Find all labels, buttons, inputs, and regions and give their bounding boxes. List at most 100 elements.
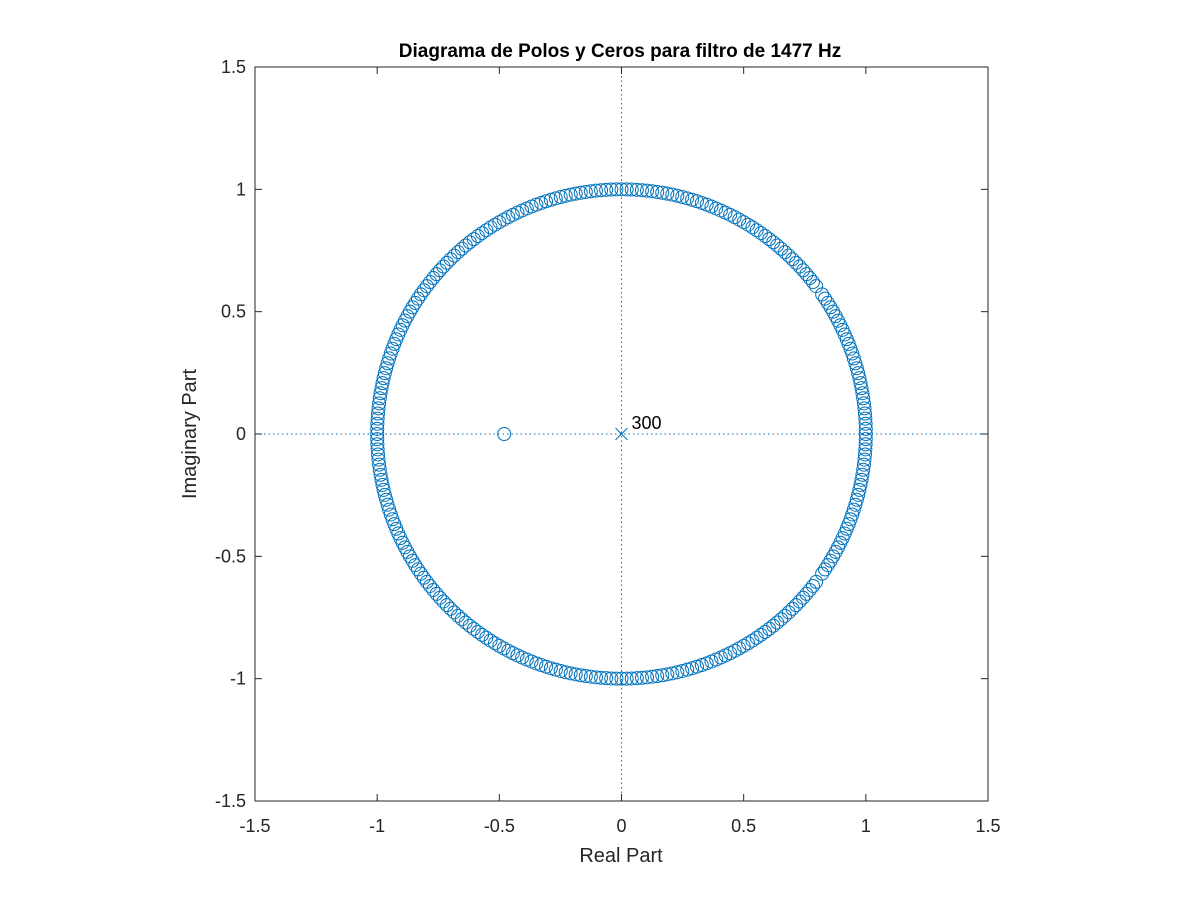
- zero-marker: [443, 252, 458, 267]
- pole-marker: [615, 427, 628, 441]
- zero-marker: [777, 608, 792, 623]
- zero-marker: [650, 184, 665, 199]
- zero-marker: [858, 411, 873, 426]
- zero-marker: [858, 437, 873, 452]
- zero-marker: [660, 667, 675, 682]
- zero-marker: [573, 668, 588, 683]
- x-tick-label: -0.5: [484, 816, 515, 836]
- zero-marker: [405, 300, 420, 315]
- zero-marker: [379, 492, 394, 507]
- zero-marker: [483, 633, 498, 648]
- zero-marker: [375, 477, 390, 492]
- zero-marker: [588, 670, 603, 685]
- zero-marker: [675, 663, 690, 678]
- zero-marker: [655, 185, 670, 200]
- zero-marker: [629, 671, 644, 686]
- zero-marker: [634, 183, 649, 198]
- plot-area: -1.5 -1 -0.5 0 0.5 1 1.5 1.5 1 0.5 0 -0.5 -1 -1.5 300: [215, 57, 1001, 836]
- zero-marker: [594, 670, 609, 685]
- zero-marker: [857, 447, 872, 462]
- zero-marker: [373, 467, 388, 482]
- zero-marker: [855, 467, 870, 482]
- zero-marker: [578, 669, 593, 684]
- zero-marker: [553, 190, 568, 205]
- zero-marker: [849, 361, 864, 376]
- zero-marker: [858, 442, 873, 457]
- zero-marker: [371, 447, 386, 462]
- zero-marker: [439, 255, 454, 270]
- zero-marker: [548, 662, 563, 677]
- zero-marker: [785, 601, 800, 616]
- zero-marker: [741, 636, 756, 651]
- zero-marker: [578, 184, 593, 199]
- chart-title: Diagrama de Polos y Ceros para filtro de…: [399, 41, 841, 62]
- zero-marker: [609, 182, 624, 197]
- x-tick-label: 1: [861, 816, 871, 836]
- y-tick-label: -1: [230, 669, 246, 689]
- zero-marker: [370, 437, 385, 452]
- zero-marker: [447, 248, 462, 263]
- zero-marker: [858, 421, 873, 436]
- zero-marker: [402, 304, 417, 319]
- zero-marker: [443, 601, 458, 616]
- zero-marker: [857, 406, 872, 421]
- zero-marker: [588, 183, 603, 198]
- zero-marker: [496, 212, 511, 227]
- zero-marker: [792, 259, 807, 274]
- zero-marker: [848, 497, 863, 512]
- zero-marker: [852, 371, 867, 386]
- zero-marker: [818, 291, 833, 306]
- zero-marker: [372, 396, 387, 411]
- zero-marker: [853, 376, 868, 391]
- zero-marker: [432, 590, 447, 605]
- zero-marker: [492, 638, 507, 653]
- zero-marker: [370, 427, 385, 441]
- zero-marker: [828, 309, 843, 324]
- zero-marker: [680, 662, 695, 677]
- zero-marker: [410, 291, 425, 306]
- zero-marker: [856, 391, 871, 406]
- x-tick-label: 1.5: [975, 816, 1000, 836]
- zero-marker: [405, 553, 420, 568]
- zero-marker: [370, 416, 385, 431]
- zero-marker: [732, 641, 747, 656]
- zero-marker: [436, 594, 451, 609]
- zero-marker: [451, 245, 466, 260]
- x-tick-label: -1.5: [239, 816, 270, 836]
- zero-marker: [372, 457, 387, 472]
- zero-marker: [400, 544, 415, 559]
- zero-marker: [374, 472, 389, 487]
- zero-marker: [826, 304, 841, 319]
- zero-marker: [670, 188, 685, 203]
- zero-marker: [487, 636, 502, 651]
- zero-marker: [749, 223, 764, 238]
- zero-marker: [856, 462, 871, 477]
- y-tick-label: 1: [236, 179, 246, 199]
- zero-marker: [645, 669, 660, 684]
- zero-marker: [820, 558, 835, 573]
- zero-marker: [599, 671, 614, 686]
- zero-marker: [650, 669, 665, 684]
- zero-marker: [826, 549, 841, 564]
- zero-marker: [548, 191, 563, 206]
- zero-marker: [741, 217, 756, 232]
- zero-marker: [665, 187, 680, 202]
- zero-marker: [380, 356, 395, 371]
- zero-marker: [614, 182, 629, 197]
- zero-marker: [856, 396, 871, 411]
- zero-marker: [408, 295, 423, 310]
- zero-marker: [373, 386, 388, 401]
- zero-marker: [818, 562, 833, 577]
- zero-marker: [553, 663, 568, 678]
- zero-marker: [736, 215, 751, 230]
- zero-marker: [670, 665, 685, 680]
- pole-marker-stroke: [615, 427, 628, 441]
- zero-marker: [857, 452, 872, 467]
- zero-marker: [573, 185, 588, 200]
- zero-marker: [624, 671, 639, 686]
- y-tick-label: -1.5: [215, 791, 246, 811]
- zero-marker: [660, 186, 675, 201]
- y-tick-label: -0.5: [215, 546, 246, 566]
- zero-marker: [375, 376, 390, 391]
- zero-marker: [599, 182, 614, 197]
